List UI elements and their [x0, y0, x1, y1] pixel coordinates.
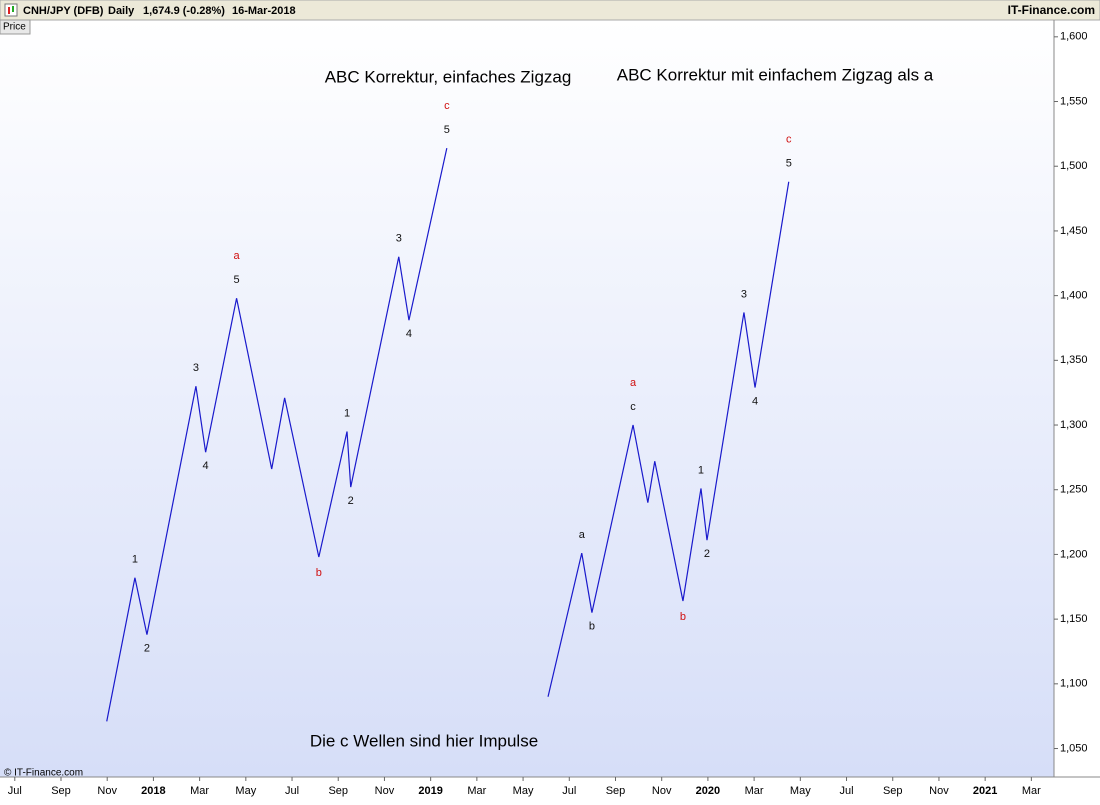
wave-number: 2	[704, 548, 710, 560]
wave-letter: c	[444, 100, 450, 112]
wave-letter: b	[316, 567, 322, 579]
y-tick-label: 1,100	[1060, 678, 1088, 690]
wave-number: 1	[132, 554, 138, 566]
y-tick-label: 1,150	[1060, 613, 1088, 625]
wave-number: 5	[444, 124, 450, 136]
wave-number: 3	[193, 362, 199, 374]
wave-letter: c	[786, 134, 792, 146]
y-tick-label: 1,200	[1060, 548, 1088, 560]
wave-number: 2	[348, 495, 354, 507]
wave-number: 3	[396, 233, 402, 245]
wave-number: a	[579, 529, 586, 541]
x-tick-label: May	[513, 785, 534, 797]
icon	[12, 6, 14, 12]
wave-number: 4	[752, 395, 758, 407]
wave-letter: b	[680, 611, 686, 623]
date: 16-Mar-2018	[232, 5, 296, 17]
wave-number: 1	[698, 464, 704, 476]
x-tick-label: Nov	[929, 785, 949, 797]
x-tick-label: 2018	[141, 785, 165, 797]
wave-number: b	[589, 621, 595, 633]
copyright: © IT-Finance.com	[4, 768, 83, 779]
header-bar	[0, 0, 1100, 21]
quote: 1,674.9 (-0.28%)	[143, 5, 225, 17]
y-tick-label: 1,550	[1060, 95, 1088, 107]
x-tick-label: Sep	[883, 785, 903, 797]
x-tick-label: Sep	[328, 785, 348, 797]
x-tick-label: Mar	[745, 785, 764, 797]
wave-number: 5	[234, 274, 240, 286]
x-tick-label: Mar	[1022, 785, 1041, 797]
x-tick-label: 2019	[418, 785, 442, 797]
x-tick-label: Jul	[285, 785, 299, 797]
annotation: Die c Wellen sind hier Impulse	[310, 731, 538, 750]
x-tick-label: May	[790, 785, 811, 797]
wave-letter: a	[234, 250, 241, 262]
panel-label-box	[0, 19, 31, 35]
y-tick-label: 1,450	[1060, 225, 1088, 237]
x-tick-label: Sep	[51, 785, 71, 797]
wave-number: 2	[144, 643, 150, 655]
y-tick-label: 1,350	[1060, 354, 1088, 366]
brand: IT-Finance.com	[1008, 3, 1095, 17]
x-tick-label: May	[235, 785, 256, 797]
y-tick-label: 1,300	[1060, 419, 1088, 431]
x-tick-label: Jul	[562, 785, 576, 797]
icon	[4, 3, 18, 17]
y-tick-label: 1,400	[1060, 290, 1088, 302]
y-tick-label: 1,250	[1060, 484, 1088, 496]
wave-line	[106, 147, 448, 722]
x-tick-label: 2021	[973, 785, 997, 797]
symbol: CNH/JPY (DFB)	[23, 5, 104, 17]
wave-number: 4	[203, 460, 209, 472]
annotation: ABC Korrektur, einfaches Zigzag	[325, 67, 572, 86]
panel-label: Price	[3, 22, 26, 33]
x-tick-label: Mar	[467, 785, 486, 797]
x-tick-label: Jul	[839, 785, 853, 797]
x-tick-label: Jul	[8, 785, 22, 797]
annotation: ABC Korrektur mit einfachem Zigzag als a	[617, 65, 934, 84]
plot-area	[0, 20, 1054, 777]
y-tick-label: 1,600	[1060, 31, 1088, 43]
wave-number: 4	[406, 328, 412, 340]
icon	[8, 7, 10, 14]
x-tick-label: Nov	[375, 785, 395, 797]
x-tick-label: Mar	[190, 785, 209, 797]
interval: Daily	[108, 5, 135, 17]
wave-number: 3	[741, 288, 747, 300]
x-tick-label: Nov	[97, 785, 117, 797]
y-tick-label: 1,500	[1060, 160, 1088, 172]
x-tick-label: 2020	[696, 785, 720, 797]
x-tick-label: Nov	[652, 785, 672, 797]
wave-number: c	[630, 401, 636, 413]
wave-line	[547, 181, 790, 697]
wave-number: 5	[786, 158, 792, 170]
x-tick-label: Sep	[606, 785, 626, 797]
wave-letter: a	[630, 377, 637, 389]
wave-number: 1	[344, 407, 350, 419]
y-tick-label: 1,050	[1060, 742, 1088, 754]
